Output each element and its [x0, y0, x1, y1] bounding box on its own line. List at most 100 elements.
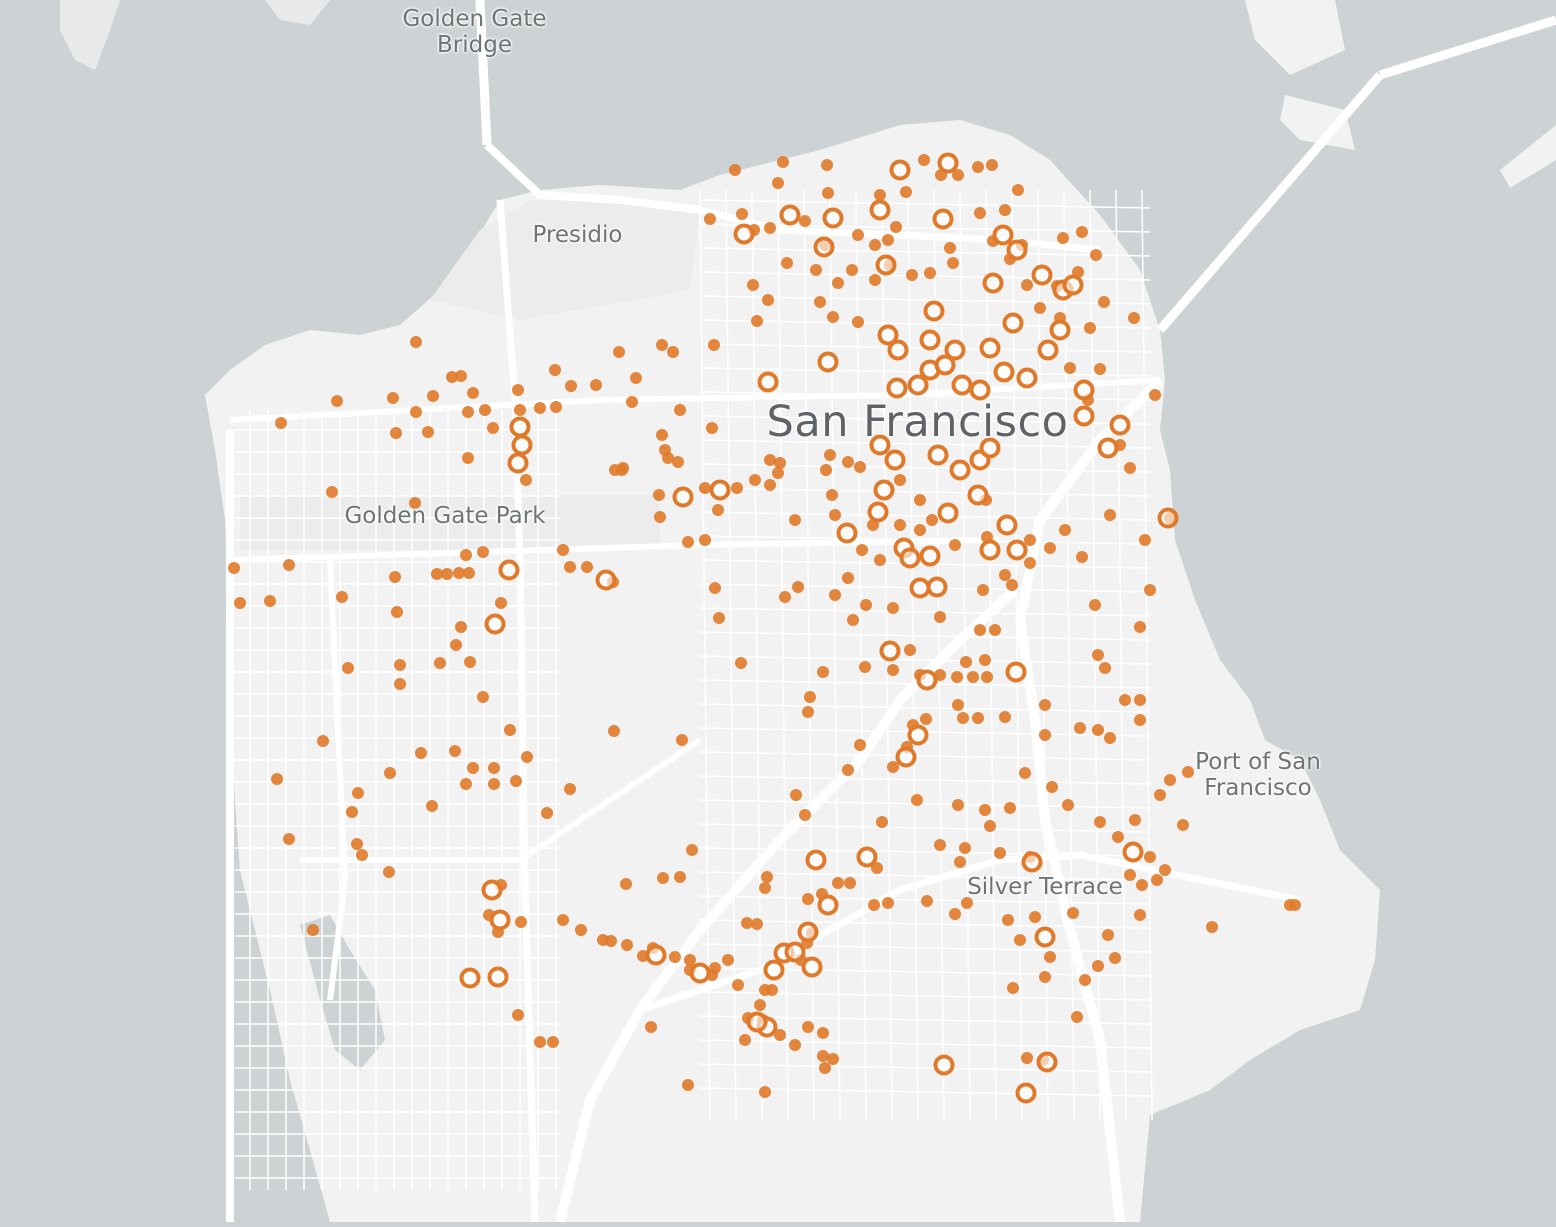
incident-dot-marker[interactable] [792, 581, 804, 593]
incident-dot-marker[interactable] [1044, 542, 1056, 554]
incident-dot-marker[interactable] [1104, 509, 1116, 521]
incident-ring-marker[interactable] [934, 354, 956, 376]
incident-dot-marker[interactable] [860, 599, 872, 611]
incident-dot-marker[interactable] [1007, 982, 1019, 994]
incident-dot-marker[interactable] [810, 264, 822, 276]
incident-dot-marker[interactable] [952, 169, 964, 181]
incident-dot-marker[interactable] [967, 671, 979, 683]
incident-ring-marker[interactable] [672, 486, 694, 508]
incident-dot-marker[interactable] [918, 154, 930, 166]
incident-ring-marker[interactable] [1021, 851, 1043, 873]
incident-ring-marker[interactable] [907, 724, 929, 746]
incident-dot-marker[interactable] [389, 571, 401, 583]
incident-dot-marker[interactable] [949, 908, 961, 920]
incident-dot-marker[interactable] [1154, 789, 1166, 801]
incident-dot-marker[interactable] [1021, 279, 1033, 291]
incident-ring-marker[interactable] [937, 152, 959, 174]
incident-dot-marker[interactable] [871, 862, 883, 874]
incident-dot-marker[interactable] [653, 489, 665, 501]
incident-dot-marker[interactable] [759, 1086, 771, 1098]
incident-dot-marker[interactable] [1044, 951, 1056, 963]
incident-dot-marker[interactable] [1094, 816, 1106, 828]
incident-dot-marker[interactable] [534, 402, 546, 414]
incident-dot-marker[interactable] [331, 395, 343, 407]
incident-dot-marker[interactable] [974, 624, 986, 636]
incident-dot-marker[interactable] [514, 404, 526, 416]
incident-dot-marker[interactable] [512, 1009, 524, 1021]
incident-dot-marker[interactable] [1128, 312, 1140, 324]
incident-dot-marker[interactable] [713, 612, 725, 624]
incident-ring-marker[interactable] [784, 941, 806, 963]
incident-dot-marker[interactable] [914, 524, 926, 536]
incident-dot-marker[interactable] [981, 671, 993, 683]
incident-dot-marker[interactable] [495, 597, 507, 609]
incident-dot-marker[interactable] [1021, 1052, 1033, 1064]
incident-dot-marker[interactable] [999, 711, 1011, 723]
incident-dot-marker[interactable] [384, 767, 396, 779]
incident-ring-marker[interactable] [709, 479, 731, 501]
incident-dot-marker[interactable] [774, 457, 786, 469]
incident-dot-marker[interactable] [951, 671, 963, 683]
incident-dot-marker[interactable] [842, 764, 854, 776]
incident-ring-marker[interactable] [509, 416, 531, 438]
incident-ring-marker[interactable] [805, 849, 827, 871]
incident-dot-marker[interactable] [1004, 802, 1016, 814]
incident-ring-marker[interactable] [733, 223, 755, 245]
incident-dot-marker[interactable] [1139, 534, 1151, 546]
incident-dot-marker[interactable] [346, 806, 358, 818]
incident-dot-marker[interactable] [814, 296, 826, 308]
incident-dot-marker[interactable] [817, 666, 829, 678]
incident-dot-marker[interactable] [621, 939, 633, 951]
incident-dot-marker[interactable] [565, 380, 577, 392]
incident-dot-marker[interactable] [1006, 579, 1018, 591]
incident-dot-marker[interactable] [1024, 534, 1036, 546]
incident-dot-marker[interactable] [921, 895, 933, 907]
incident-ring-marker[interactable] [867, 501, 889, 523]
incident-dot-marker[interactable] [874, 554, 886, 566]
incident-dot-marker[interactable] [549, 364, 561, 376]
incident-ring-marker[interactable] [895, 746, 917, 768]
incident-dot-marker[interactable] [869, 239, 881, 251]
incident-ring-marker[interactable] [937, 502, 959, 524]
incident-ring-marker[interactable] [1122, 841, 1144, 863]
incident-ring-marker[interactable] [944, 339, 966, 361]
incident-dot-marker[interactable] [827, 1053, 839, 1065]
incident-dot-marker[interactable] [739, 1034, 751, 1046]
incident-dot-marker[interactable] [541, 807, 553, 819]
incident-dot-marker[interactable] [1019, 767, 1031, 779]
incident-dot-marker[interactable] [854, 739, 866, 751]
incident-dot-marker[interactable] [605, 935, 617, 947]
incident-dot-marker[interactable] [772, 177, 784, 189]
incident-ring-marker[interactable] [1073, 405, 1095, 427]
incident-dot-marker[interactable] [708, 339, 720, 351]
incident-ring-marker[interactable] [873, 479, 895, 501]
incident-dot-marker[interactable] [882, 234, 894, 246]
incident-dot-marker[interactable] [467, 762, 479, 774]
incident-dot-marker[interactable] [1090, 249, 1102, 261]
incident-dot-marker[interactable] [581, 561, 593, 573]
incident-ring-marker[interactable] [822, 207, 844, 229]
incident-dot-marker[interactable] [390, 427, 402, 439]
incident-dot-marker[interactable] [342, 662, 354, 674]
incident-dot-marker[interactable] [914, 494, 926, 506]
incident-dot-marker[interactable] [1094, 363, 1106, 375]
incident-dot-marker[interactable] [283, 559, 295, 571]
incident-dot-marker[interactable] [772, 467, 784, 479]
incident-dot-marker[interactable] [1092, 960, 1104, 972]
incident-dot-marker[interactable] [802, 1021, 814, 1033]
incident-dot-marker[interactable] [394, 659, 406, 671]
incident-dot-marker[interactable] [824, 449, 836, 461]
incident-dot-marker[interactable] [960, 656, 972, 668]
incident-dot-marker[interactable] [989, 624, 1001, 636]
incident-ring-marker[interactable] [1002, 312, 1024, 334]
incident-dot-marker[interactable] [479, 404, 491, 416]
incident-dot-marker[interactable] [410, 336, 422, 348]
incident-dot-marker[interactable] [868, 899, 880, 911]
incident-dot-marker[interactable] [729, 164, 741, 176]
incident-dot-marker[interactable] [1124, 869, 1136, 881]
incident-dot-marker[interactable] [488, 778, 500, 790]
incident-dot-marker[interactable] [920, 713, 932, 725]
incident-dot-marker[interactable] [674, 871, 686, 883]
incident-dot-marker[interactable] [979, 804, 991, 816]
